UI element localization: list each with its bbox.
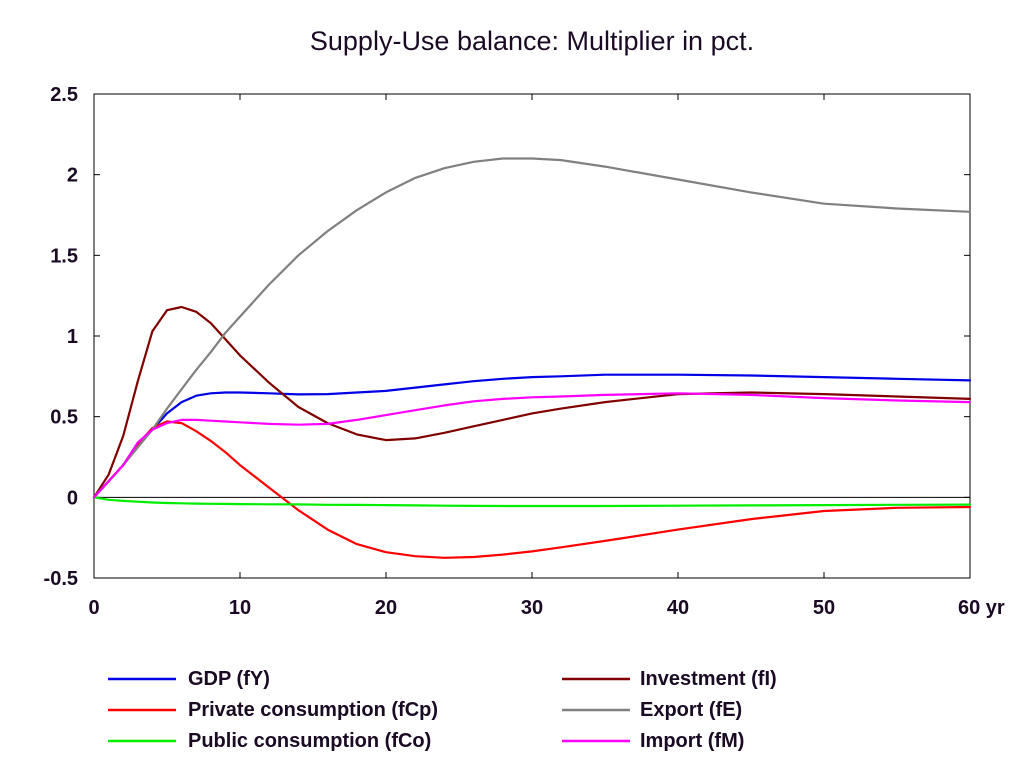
y-tick-label: 2.5 xyxy=(50,84,78,106)
legend-label-export-fe: Export (fE) xyxy=(640,699,742,721)
tick-layer: -0.5 0 0.5 1 1.5 2 2.5 0 10 20 30 40 50 60 yr xyxy=(44,84,1005,619)
y-tick-label: 1.5 xyxy=(50,245,78,267)
series-line-gdp-fy xyxy=(92,373,972,499)
x-tick-label: 30 xyxy=(521,597,543,619)
y-tick-label: 2 xyxy=(67,165,78,187)
x-tick-label: 40 xyxy=(667,597,689,619)
x-tick-label: 0 xyxy=(88,597,99,619)
y-tick-label: 1 xyxy=(67,326,78,348)
series-line-import-fm xyxy=(92,392,972,499)
x-tick-label: 60 yr xyxy=(958,597,1005,619)
series-line-public-consumption-fco xyxy=(92,496,972,508)
x-tick-label: 10 xyxy=(229,597,251,619)
legend-label-private-consumption-fcp: Private consumption (fCp) xyxy=(188,699,438,721)
legend-label-public-consumption-fco: Public consumption (fCo) xyxy=(188,730,431,752)
chart-title: Supply-Use balance: Multiplier in pct. xyxy=(310,26,754,56)
series-layer xyxy=(92,157,972,559)
x-tick-label: 50 xyxy=(813,597,835,619)
series-line-private-consumption-fcp xyxy=(92,420,972,559)
legend: GDP (fY) Private consumption (fCp) Public … xyxy=(108,668,777,752)
series-line-investment-fi xyxy=(92,305,972,499)
y-tick-label: -0.5 xyxy=(44,568,78,590)
legend-label-gdp-fy: GDP (fY) xyxy=(188,668,270,690)
y-tick-label: 0 xyxy=(67,487,78,509)
y-tick-label: 0.5 xyxy=(50,407,78,429)
legend-label-import-fm: Import (fM) xyxy=(640,730,744,752)
legend-label-investment-fi: Investment (fI) xyxy=(640,668,777,690)
series-line-export-fe xyxy=(92,157,972,499)
x-tick-label: 20 xyxy=(375,597,397,619)
